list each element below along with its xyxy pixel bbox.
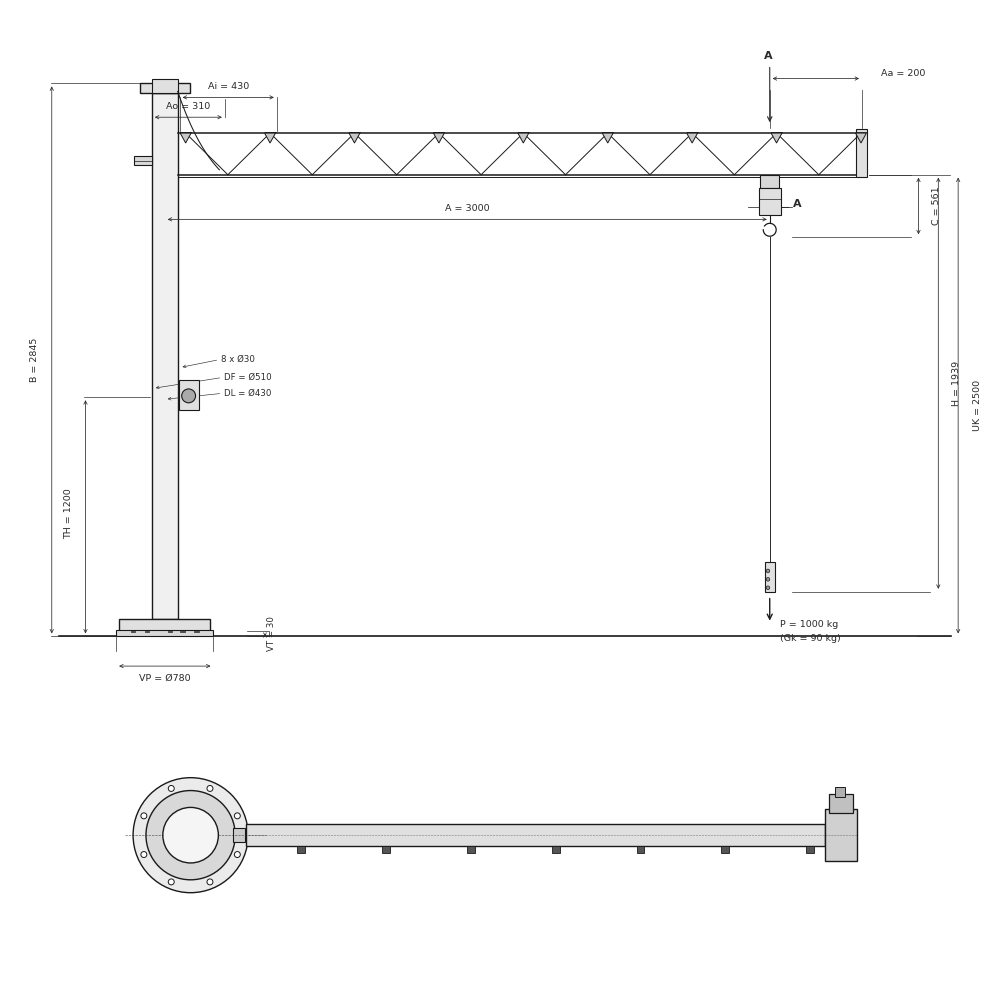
Text: B = 2845: B = 2845 (30, 338, 39, 382)
Text: VP = Ø780: VP = Ø780 (139, 674, 191, 683)
Bar (246, 824, 825, 846)
Bar (119, 619, 210, 631)
Bar (765, 562, 775, 592)
Bar (637, 846, 644, 853)
Text: Ao = 310: Ao = 310 (166, 102, 210, 111)
Circle shape (133, 778, 248, 893)
Bar (721, 846, 729, 853)
Text: DL = Ø430: DL = Ø430 (224, 389, 272, 398)
Text: A: A (793, 199, 802, 209)
Text: 8 x Ø30: 8 x Ø30 (221, 355, 255, 364)
Circle shape (766, 569, 770, 573)
Circle shape (141, 813, 147, 819)
Text: C = 561: C = 561 (932, 187, 941, 225)
Polygon shape (433, 133, 444, 143)
Bar (179, 380, 199, 410)
Bar (467, 846, 475, 853)
Bar (131, 631, 135, 632)
Polygon shape (518, 133, 529, 143)
Polygon shape (602, 133, 613, 143)
Text: UK = 2500: UK = 2500 (973, 380, 982, 431)
Bar (233, 828, 245, 842)
Polygon shape (349, 133, 360, 143)
Circle shape (168, 879, 174, 885)
Circle shape (766, 586, 770, 590)
Bar (835, 787, 845, 797)
Text: VT = 30: VT = 30 (267, 616, 276, 651)
Bar (152, 79, 178, 93)
Circle shape (168, 785, 174, 791)
Circle shape (207, 785, 213, 791)
Bar (825, 809, 857, 861)
Circle shape (141, 852, 147, 858)
Bar (552, 846, 560, 853)
Bar (180, 631, 185, 632)
Text: DF = Ø510: DF = Ø510 (224, 373, 272, 382)
Polygon shape (180, 133, 191, 143)
Circle shape (766, 578, 770, 581)
Bar (145, 631, 149, 632)
Text: Ai = 430: Ai = 430 (208, 82, 249, 91)
Circle shape (207, 879, 213, 885)
Polygon shape (771, 133, 782, 143)
Bar (759, 188, 781, 215)
Bar (297, 846, 305, 853)
Bar (382, 846, 390, 853)
Bar (806, 846, 814, 853)
Text: (Gk = 90 kg): (Gk = 90 kg) (780, 634, 840, 643)
Polygon shape (687, 133, 698, 143)
Circle shape (146, 791, 235, 880)
Bar (856, 129, 867, 177)
Bar (152, 93, 178, 619)
Bar (194, 631, 199, 632)
Bar (760, 175, 779, 188)
Circle shape (234, 813, 240, 819)
Text: H = 1939: H = 1939 (952, 361, 961, 406)
Circle shape (182, 389, 196, 403)
Circle shape (234, 852, 240, 858)
Text: Aa = 200: Aa = 200 (881, 69, 926, 78)
Text: TH = 1200: TH = 1200 (64, 489, 73, 539)
Text: A = 3000: A = 3000 (445, 204, 490, 213)
Bar (168, 631, 172, 632)
Polygon shape (265, 133, 276, 143)
Bar (134, 156, 152, 165)
Bar (140, 83, 190, 93)
Polygon shape (856, 133, 866, 143)
Text: P = 1000 kg: P = 1000 kg (780, 620, 838, 629)
Text: A: A (763, 51, 772, 61)
Bar (829, 794, 853, 813)
Circle shape (163, 807, 218, 863)
Bar (116, 630, 213, 636)
